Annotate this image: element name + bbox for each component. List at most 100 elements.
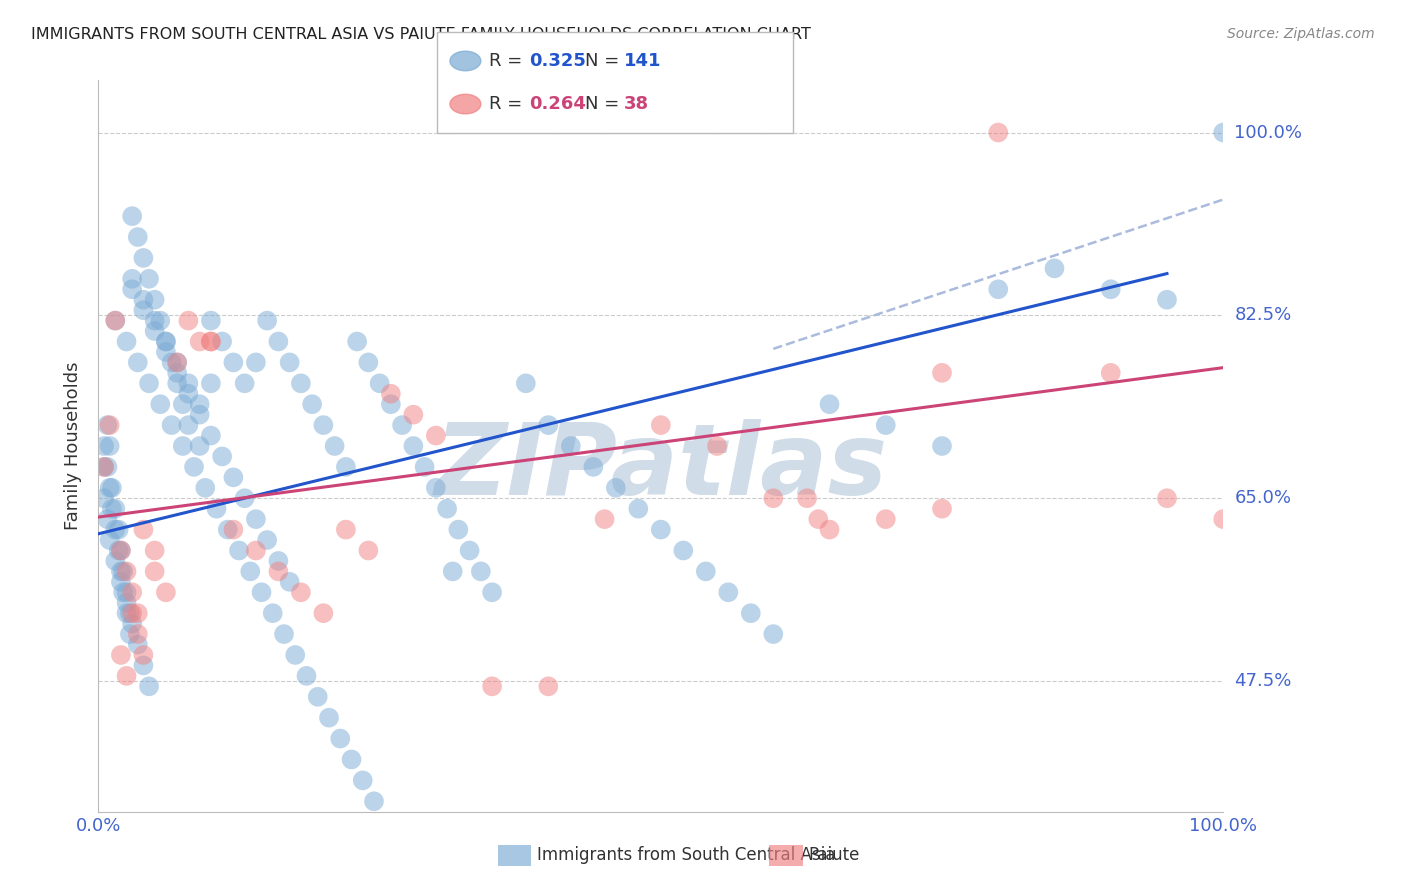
Point [318, 711, 340, 725]
Point [650, 523, 672, 537]
Point [104, 313, 127, 327]
Point [312, 418, 335, 433]
Point [363, 794, 385, 808]
Point [188, 439, 211, 453]
Point [717, 585, 740, 599]
Point [211, 450, 233, 464]
Point [127, 355, 149, 369]
Point [593, 512, 616, 526]
Point [413, 459, 436, 474]
Point [107, 543, 129, 558]
Point [121, 282, 143, 296]
Point [166, 355, 188, 369]
Point [200, 313, 222, 327]
Point [1156, 491, 1178, 506]
Point [278, 355, 301, 369]
Point [267, 565, 290, 579]
Point [132, 648, 155, 662]
Point [352, 773, 374, 788]
Point [143, 324, 166, 338]
Point [222, 470, 245, 484]
Point [121, 606, 143, 620]
Point [346, 334, 368, 349]
Point [222, 523, 245, 537]
Point [101, 501, 124, 516]
Point [160, 355, 183, 369]
Text: Immigrants from South Central Asia: Immigrants from South Central Asia [537, 847, 835, 864]
Point [1043, 261, 1066, 276]
Point [875, 418, 897, 433]
Point [127, 606, 149, 620]
Point [93, 439, 115, 453]
Point [408, 878, 430, 892]
Text: N =: N = [585, 95, 624, 113]
Point [368, 376, 391, 391]
Point [267, 554, 290, 568]
Point [155, 334, 177, 349]
Point [256, 533, 278, 547]
Point [239, 565, 262, 579]
Point [205, 501, 228, 516]
Point [121, 585, 143, 599]
Point [104, 501, 127, 516]
Point [112, 565, 135, 579]
Point [818, 397, 841, 411]
Point [115, 669, 138, 683]
Point [233, 491, 256, 506]
Point [107, 523, 129, 537]
Point [796, 491, 818, 506]
Point [396, 857, 419, 871]
Point [149, 313, 172, 327]
Point [96, 418, 118, 433]
Point [177, 418, 200, 433]
Point [132, 251, 155, 265]
Point [211, 334, 233, 349]
Point [143, 313, 166, 327]
Text: 0.264: 0.264 [529, 95, 585, 113]
Point [177, 386, 200, 401]
Point [104, 313, 127, 327]
Point [447, 523, 470, 537]
Point [560, 439, 582, 453]
Point [1099, 282, 1122, 296]
Point [149, 397, 172, 411]
Point [875, 512, 897, 526]
Text: IMMIGRANTS FROM SOUTH CENTRAL ASIA VS PAIUTE FAMILY HOUSEHOLDS CORRELATION CHART: IMMIGRANTS FROM SOUTH CENTRAL ASIA VS PA… [31, 27, 811, 42]
Point [762, 627, 785, 641]
Point [245, 512, 267, 526]
Point [127, 638, 149, 652]
Point [98, 533, 121, 547]
Text: Source: ZipAtlas.com: Source: ZipAtlas.com [1227, 27, 1375, 41]
Point [96, 512, 118, 526]
Point [262, 606, 284, 620]
Point [391, 418, 413, 433]
Point [200, 376, 222, 391]
Point [672, 543, 695, 558]
Text: ZIPatlas: ZIPatlas [434, 419, 887, 516]
Point [132, 523, 155, 537]
Point [335, 459, 357, 474]
Point [93, 459, 115, 474]
Point [233, 376, 256, 391]
Point [818, 523, 841, 537]
Y-axis label: Family Households: Family Households [65, 362, 83, 530]
Point [93, 459, 115, 474]
Point [290, 585, 312, 599]
Point [155, 345, 177, 359]
Point [132, 293, 155, 307]
Text: 141: 141 [624, 52, 662, 70]
Point [582, 459, 605, 474]
Point [706, 439, 728, 453]
Point [402, 408, 425, 422]
Point [762, 491, 785, 506]
Text: 47.5%: 47.5% [1234, 672, 1292, 690]
Point [118, 606, 141, 620]
Point [380, 397, 402, 411]
Text: 100.0%: 100.0% [1234, 123, 1302, 142]
Point [115, 606, 138, 620]
Point [115, 596, 138, 610]
Point [155, 334, 177, 349]
Point [402, 439, 425, 453]
Point [166, 355, 188, 369]
Point [301, 397, 323, 411]
